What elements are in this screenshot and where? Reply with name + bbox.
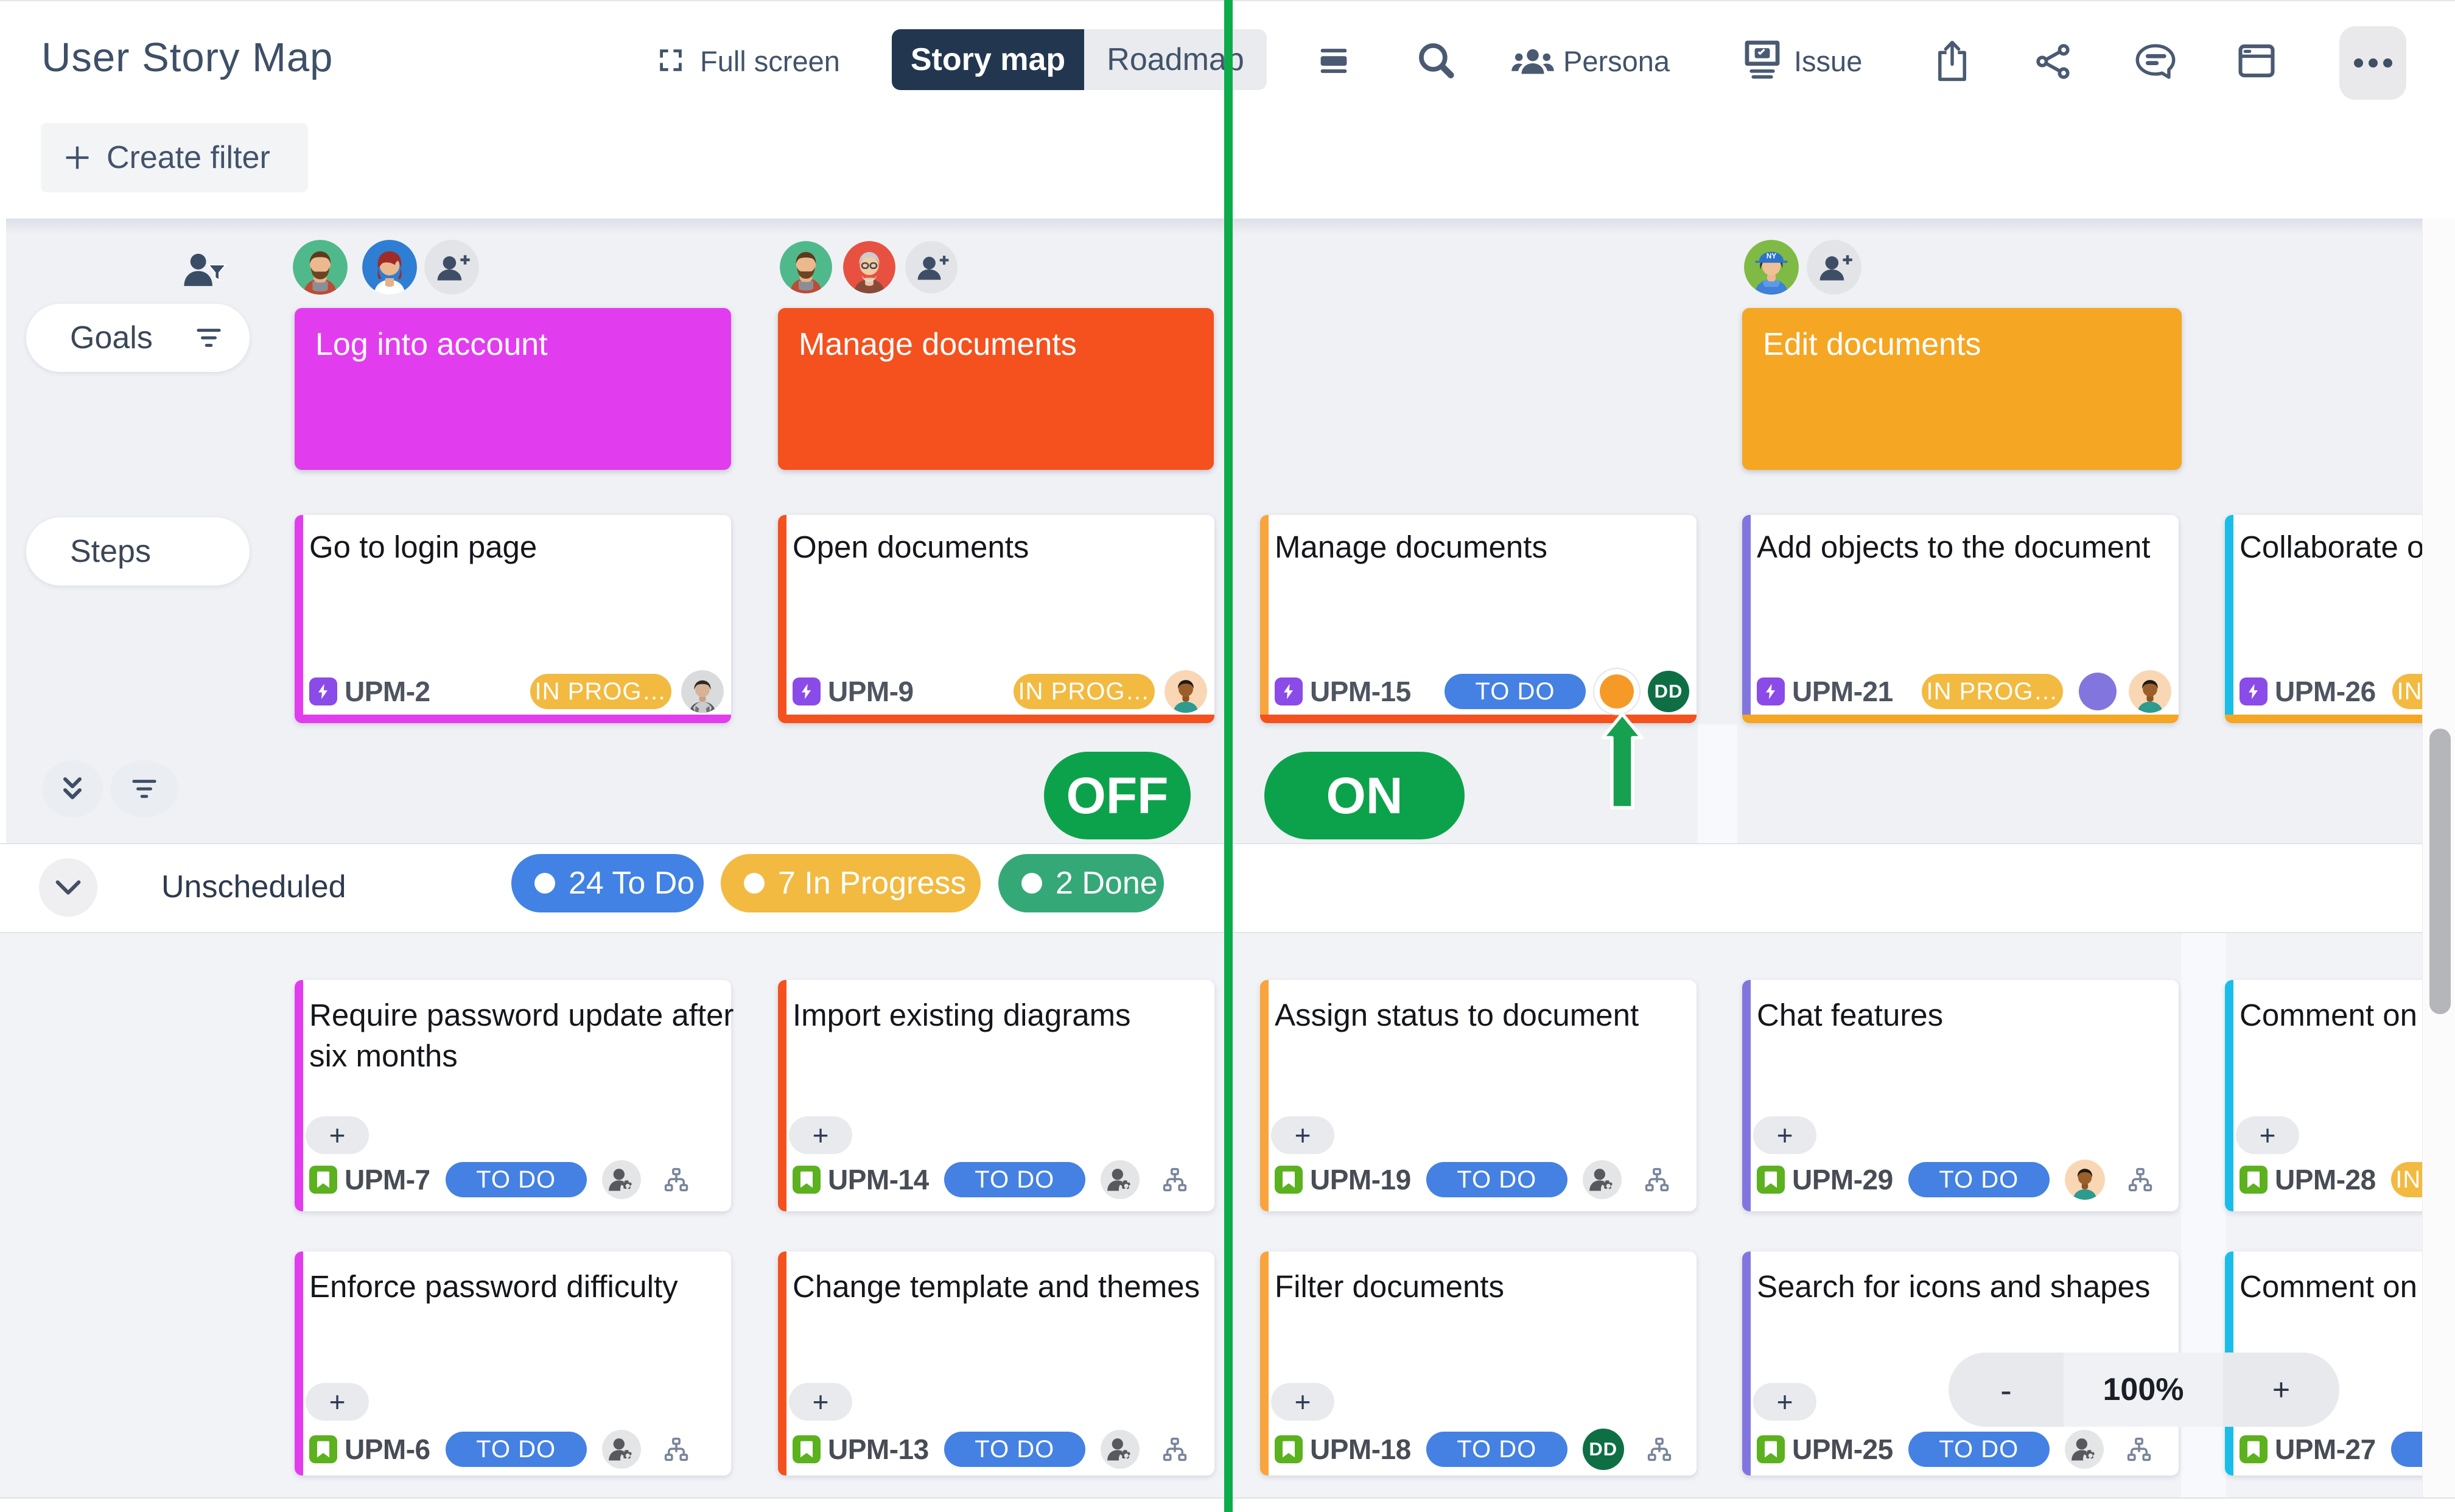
svg-text:NY: NY	[1767, 253, 1776, 261]
